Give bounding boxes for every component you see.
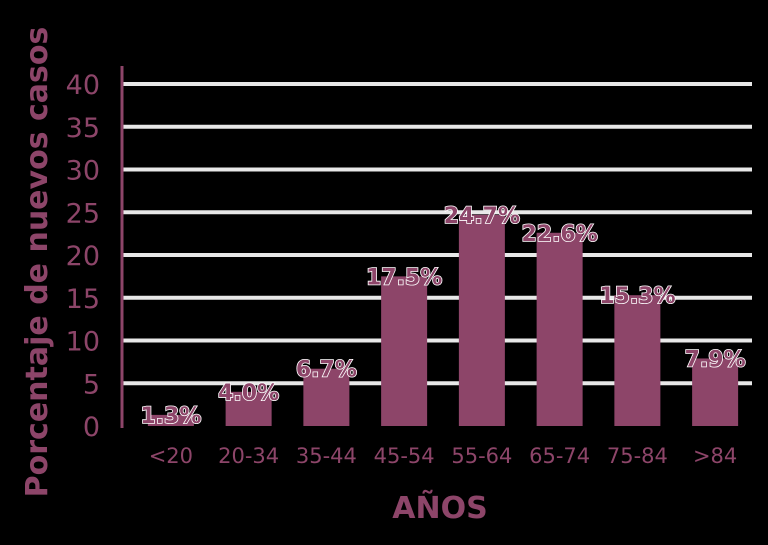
x-axis-title: AÑOS [392,489,487,526]
bars [147,214,739,426]
x-tick-labels: <20 20-34 35-44 45-54 55-64 65-74 75-84 >84 [149,444,738,468]
y-tick-label: 30 [66,156,100,187]
y-tick-label: 15 [66,284,100,315]
data-label: 6.7% [296,358,357,383]
y-tick-label: 35 [66,113,100,144]
y-tick-label: 0 [83,412,100,443]
y-tick-label: 40 [66,70,100,101]
value-labels: 1.3% 4.0% 6.7% 17.5% 24.7%22.6% 15.3% 7.9% [140,203,747,430]
data-label: 15.3% [599,284,675,309]
data-label: 17.5% [366,265,442,290]
data-label: 22.6% [521,222,597,247]
x-tick-label: >84 [693,444,737,468]
x-tick-label: <20 [149,444,193,468]
data-label: 7.9% [685,347,746,372]
y-axis-title: Porcentaje de nuevos casos [20,27,55,498]
bar [692,358,739,426]
bar [147,414,194,426]
gridlines [122,82,752,386]
data-label: 24.7% [444,204,520,229]
bar [303,368,350,426]
bar [614,295,661,426]
data-label: 1.3% [140,404,201,429]
x-tick-label: 75-84 [607,444,668,468]
y-tick-labels: 0 5 10 15 20 25 30 35 40 [66,70,100,443]
bar [381,276,428,426]
x-tick-label: 45-54 [374,444,435,468]
x-tick-label: 65-74 [529,444,590,468]
bar [536,232,583,426]
x-tick-label: 20-34 [218,444,279,468]
y-tick-label: 5 [83,369,100,400]
bar [458,214,505,426]
x-tick-label: 55-64 [451,444,512,468]
bar [225,391,272,426]
data-label: 4.0% [218,381,279,406]
x-tick-label: 35-44 [296,444,357,468]
y-tick-label: 20 [66,241,100,272]
y-tick-label: 25 [66,198,100,229]
y-tick-label: 10 [66,327,100,358]
